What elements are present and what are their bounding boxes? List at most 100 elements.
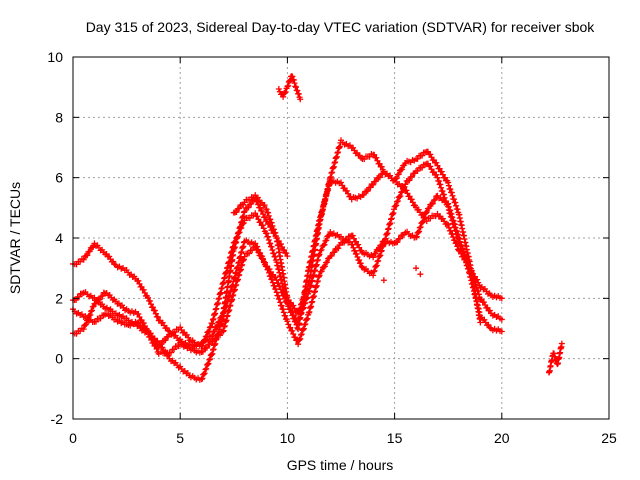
data-point — [183, 331, 190, 338]
data-point — [136, 280, 143, 287]
data-points — [70, 73, 565, 383]
data-point — [378, 248, 385, 255]
data-point — [349, 232, 356, 239]
data-point — [458, 250, 465, 257]
data-point — [295, 341, 302, 348]
data-point — [277, 299, 284, 306]
data-point — [399, 166, 406, 173]
data-point — [267, 216, 274, 223]
data-point — [135, 277, 142, 284]
x-tick-label: 15 — [387, 430, 403, 446]
data-point — [239, 220, 246, 227]
data-point — [185, 334, 192, 341]
data-point — [88, 307, 95, 314]
data-point — [356, 152, 363, 159]
data-point — [145, 294, 152, 301]
data-point — [413, 234, 420, 241]
data-point — [175, 343, 182, 350]
data-point — [352, 247, 359, 254]
y-tick-label: 0 — [55, 351, 63, 367]
data-point — [321, 241, 328, 248]
data-point — [203, 365, 210, 372]
chart-title: Day 315 of 2023, Sidereal Day-to-day VTE… — [86, 19, 596, 35]
data-point — [278, 302, 285, 309]
data-point — [325, 232, 332, 239]
data-point — [146, 297, 153, 304]
data-point — [257, 219, 264, 226]
data-point — [237, 225, 244, 232]
data-point — [257, 250, 264, 257]
data-point — [255, 246, 262, 253]
data-point — [270, 250, 277, 257]
data-point — [252, 210, 259, 217]
data-point — [301, 321, 308, 328]
data-point — [414, 155, 421, 162]
data-point — [76, 293, 83, 300]
x-tick-label: 10 — [280, 430, 296, 446]
data-point — [297, 335, 304, 342]
data-point — [498, 316, 505, 323]
data-point — [445, 179, 452, 186]
data-point — [201, 338, 208, 345]
data-point — [416, 224, 423, 231]
data-point — [291, 80, 298, 87]
data-point — [295, 311, 302, 318]
data-point — [265, 212, 272, 219]
data-point — [437, 181, 444, 188]
data-point — [419, 164, 426, 171]
data-point — [447, 210, 454, 217]
data-point — [398, 189, 405, 196]
x-tick-label: 5 — [176, 430, 184, 446]
data-point — [399, 188, 406, 195]
data-point — [201, 370, 208, 377]
data-point — [207, 323, 214, 330]
x-tick-label: 20 — [494, 430, 510, 446]
data-point — [233, 209, 240, 216]
data-point — [280, 309, 287, 316]
data-point — [159, 319, 166, 326]
data-point — [451, 237, 458, 244]
data-point — [480, 299, 487, 306]
data-point — [266, 265, 273, 272]
data-point — [450, 196, 457, 203]
data-point — [83, 321, 90, 328]
y-axis-ticks: -2 0 2 4 6 8 10 — [47, 49, 609, 427]
data-point — [350, 244, 357, 251]
data-point — [163, 324, 170, 331]
data-point — [415, 229, 422, 236]
data-point — [373, 154, 380, 161]
data-point — [356, 244, 363, 251]
data-point — [360, 191, 367, 198]
data-point — [199, 375, 206, 382]
data-point — [463, 259, 470, 266]
data-point — [397, 193, 404, 200]
data-point — [297, 301, 304, 308]
data-point — [448, 189, 455, 196]
data-point — [440, 191, 447, 198]
data-point — [415, 206, 422, 213]
data-point — [168, 349, 175, 356]
data-point — [281, 247, 288, 254]
data-point — [265, 209, 272, 216]
data-point — [328, 252, 335, 259]
y-axis-label: SDTVAR / TECUs — [7, 182, 23, 294]
data-point — [260, 256, 267, 263]
data-point — [263, 230, 270, 237]
data-point — [355, 241, 362, 248]
data-point — [269, 279, 276, 286]
data-point — [551, 353, 558, 360]
data-point — [80, 256, 87, 263]
data-point — [154, 313, 161, 320]
data-point — [106, 253, 113, 260]
data-point — [295, 91, 302, 98]
data-point — [370, 268, 377, 275]
data-point — [402, 181, 409, 188]
data-point — [394, 198, 401, 205]
data-point — [92, 318, 99, 325]
data-point — [213, 323, 220, 330]
data-point — [269, 222, 276, 229]
data-point — [374, 157, 381, 164]
data-point — [300, 296, 307, 303]
data-point — [289, 73, 296, 80]
data-point — [395, 171, 402, 178]
